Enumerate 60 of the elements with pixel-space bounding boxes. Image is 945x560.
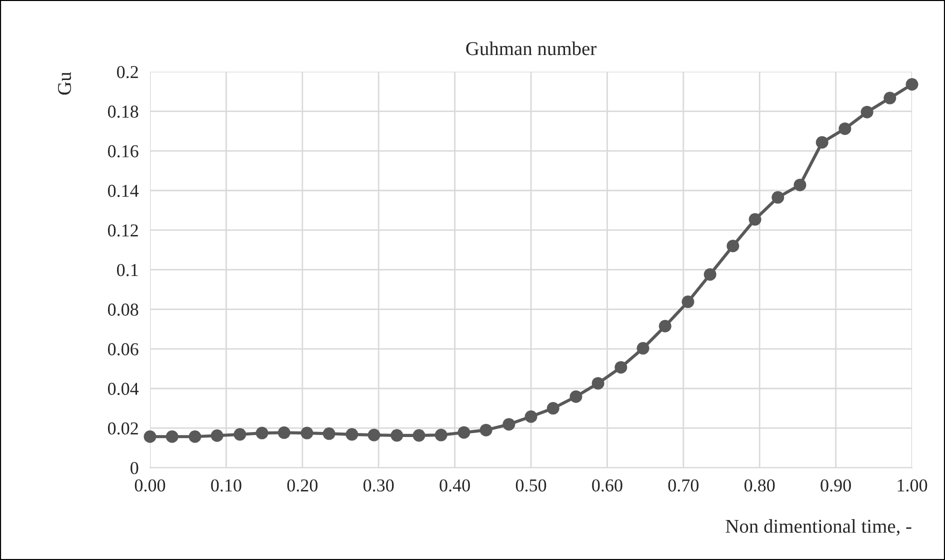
point: [636, 342, 650, 355]
point: [390, 429, 404, 442]
point: [772, 191, 784, 204]
point: [524, 410, 538, 423]
x-tick-label: 0.80: [744, 479, 775, 492]
point: [412, 429, 426, 442]
point: [748, 213, 762, 226]
point: [860, 106, 874, 118]
x-axis-title: Non dimentional time, -: [726, 519, 912, 536]
point: [546, 402, 560, 415]
x-tick-label: 0.70: [668, 479, 699, 492]
point: [614, 361, 628, 374]
x-tick-label: 0.60: [592, 479, 622, 492]
y-tick-label: 0: [130, 462, 138, 474]
y-tick-label: 0.04: [108, 382, 139, 396]
x-tick-label: 0.40: [440, 479, 470, 492]
point: [278, 426, 290, 439]
point: [300, 426, 314, 440]
point: [210, 429, 224, 442]
point: [794, 178, 806, 192]
point: [682, 296, 694, 308]
y-axis-title: Gu: [58, 72, 72, 95]
point: [726, 240, 740, 252]
point: [234, 428, 246, 441]
x-tick-label: 0.90: [820, 479, 851, 492]
y-tick-label: 0.06: [108, 343, 138, 356]
point: [256, 426, 268, 440]
y-tick-label: 0.16: [108, 145, 138, 158]
point: [838, 122, 852, 135]
point: [368, 428, 380, 442]
y-tick-label: 0.12: [108, 224, 138, 237]
point: [704, 268, 716, 281]
point: [346, 428, 358, 441]
point: [658, 320, 672, 332]
point: [906, 78, 918, 91]
point: [502, 418, 516, 431]
x-tick-label: 1.00: [898, 479, 928, 492]
x-tick-label: 0.50: [516, 479, 546, 492]
y-tick-label: 0.1: [117, 264, 138, 276]
x-tick-label: 0.10: [211, 479, 242, 492]
point: [592, 377, 604, 390]
y-tick-label: 0.18: [108, 106, 138, 118]
point: [322, 427, 336, 440]
point: [188, 430, 202, 443]
y-tick-label: 0.14: [108, 184, 139, 198]
point: [434, 428, 448, 442]
x-tick-label: 0.30: [363, 479, 394, 492]
point: [884, 92, 896, 104]
point: [570, 390, 582, 403]
x-tick-label: 0.00: [134, 479, 166, 492]
point: [144, 430, 156, 443]
x-tick-label: 0.20: [287, 479, 318, 492]
y-tick-label: 0.08: [108, 304, 138, 316]
point: [816, 136, 828, 149]
y-tick-label: 0.02: [108, 422, 138, 435]
point: [166, 430, 178, 443]
point: [480, 424, 492, 436]
chart-title: Guhman number: [466, 42, 596, 56]
y-tick-label: 0.2: [117, 66, 138, 78]
point: [458, 426, 470, 439]
